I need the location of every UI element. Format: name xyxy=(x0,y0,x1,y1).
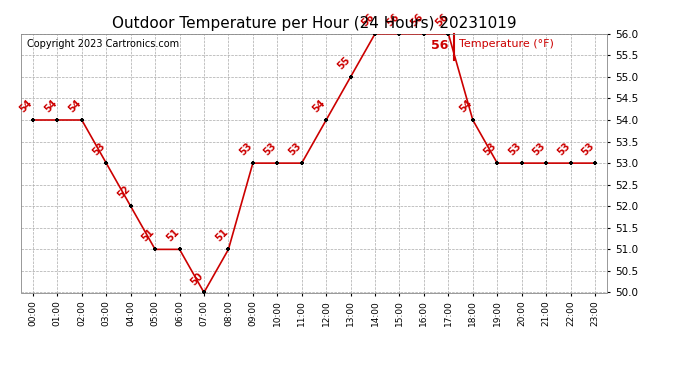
Text: 53: 53 xyxy=(286,141,303,158)
Point xyxy=(52,117,63,123)
Point xyxy=(467,117,478,123)
Point xyxy=(589,160,600,166)
Text: 53: 53 xyxy=(262,141,279,158)
Text: 56: 56 xyxy=(359,12,377,28)
Text: 56: 56 xyxy=(433,12,450,28)
Text: 56: 56 xyxy=(384,12,401,28)
Text: 51: 51 xyxy=(140,227,157,244)
Text: 54: 54 xyxy=(311,98,328,114)
Point xyxy=(345,74,356,80)
Point xyxy=(516,160,527,166)
Point xyxy=(492,160,503,166)
Text: 53: 53 xyxy=(580,141,596,158)
Point xyxy=(77,117,88,123)
Point xyxy=(321,117,332,123)
Text: 53: 53 xyxy=(482,141,499,158)
Point xyxy=(540,160,551,166)
Point xyxy=(125,203,136,209)
Point xyxy=(28,117,39,123)
Point xyxy=(223,246,234,252)
Point xyxy=(394,31,405,37)
Point xyxy=(370,31,381,37)
Text: 53: 53 xyxy=(506,141,523,158)
Point xyxy=(101,160,112,166)
Text: 56: 56 xyxy=(408,12,425,28)
Text: Temperature (°F): Temperature (°F) xyxy=(460,39,554,49)
Text: 56: 56 xyxy=(431,39,448,52)
Text: 54: 54 xyxy=(457,98,474,114)
Text: 55: 55 xyxy=(335,55,352,71)
Text: 51: 51 xyxy=(213,227,230,244)
Text: 52: 52 xyxy=(115,184,132,201)
Point xyxy=(443,31,454,37)
Text: 51: 51 xyxy=(164,227,181,244)
Point xyxy=(247,160,258,166)
Point xyxy=(418,31,429,37)
Text: Copyright 2023 Cartronics.com: Copyright 2023 Cartronics.com xyxy=(26,39,179,49)
Text: 54: 54 xyxy=(42,98,59,114)
Point xyxy=(296,160,307,166)
Text: 53: 53 xyxy=(237,141,254,158)
Text: 53: 53 xyxy=(531,141,547,158)
Text: 53: 53 xyxy=(555,141,572,158)
Title: Outdoor Temperature per Hour (24 Hours) 20231019: Outdoor Temperature per Hour (24 Hours) … xyxy=(112,16,516,31)
Point xyxy=(199,290,210,296)
Text: 54: 54 xyxy=(66,98,83,114)
Point xyxy=(272,160,283,166)
Text: 54: 54 xyxy=(18,98,34,114)
Text: 53: 53 xyxy=(91,141,108,158)
Point xyxy=(174,246,185,252)
Text: 50: 50 xyxy=(189,270,206,287)
Point xyxy=(150,246,161,252)
Point xyxy=(565,160,576,166)
